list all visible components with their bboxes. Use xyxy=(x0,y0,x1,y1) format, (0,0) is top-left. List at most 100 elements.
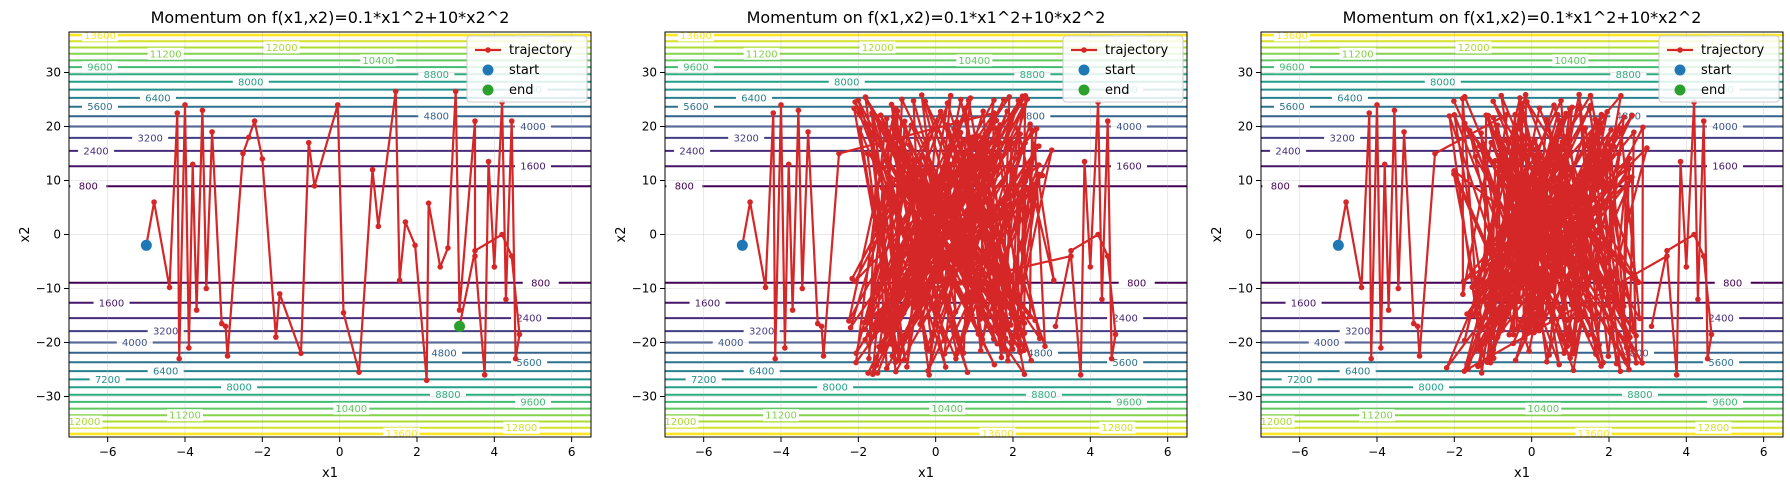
trajectory-point xyxy=(1520,155,1526,161)
trajectory-point xyxy=(926,136,932,142)
trajectory-point xyxy=(918,294,925,301)
trajectory-point xyxy=(770,110,777,116)
contour-label: 8000 xyxy=(834,77,859,88)
trajectory-point xyxy=(340,310,347,316)
x-tick-label: 4 xyxy=(1683,445,1691,459)
trajectory-point xyxy=(1051,277,1057,284)
trajectory-point xyxy=(508,118,515,124)
contour-label-bg xyxy=(1262,180,1299,193)
trajectory-point xyxy=(990,113,997,119)
trajectory-point xyxy=(965,175,972,182)
contour-label: 4000 xyxy=(718,338,743,349)
contour-label: 9600 xyxy=(1712,397,1737,408)
trajectory-point xyxy=(912,157,918,163)
contour-label-bg xyxy=(383,427,420,437)
legend: trajectory start end xyxy=(1062,35,1184,103)
trajectory-point xyxy=(1592,315,1598,322)
trajectory-point xyxy=(1625,166,1632,172)
trajectory-point xyxy=(894,275,900,282)
trajectory-point xyxy=(892,149,899,155)
trajectory-point xyxy=(1517,149,1523,155)
contour-label: 9600 xyxy=(1116,397,1141,408)
contour-label-bg xyxy=(89,373,126,386)
trajectory-point xyxy=(1513,156,1520,163)
trajectory-point xyxy=(937,108,944,115)
contour-label-bg xyxy=(1552,54,1589,67)
x-tick-label: 6 xyxy=(568,445,576,459)
trajectory-point xyxy=(1561,350,1567,356)
trajectory-point xyxy=(412,242,418,249)
trajectory-point xyxy=(1002,335,1009,342)
trajectory-point xyxy=(503,296,509,303)
y-tick-label: 30 xyxy=(642,66,657,80)
trajectory-point xyxy=(1648,323,1655,330)
trajectory-point xyxy=(1027,313,1033,320)
chart-title: Momentum on f(x1,x2)=0.1*x1^2+10*x2^2 xyxy=(1343,8,1702,27)
contour-label: 10400 xyxy=(958,56,990,67)
contour-label-bg xyxy=(515,160,551,173)
trajectory-point xyxy=(1532,323,1539,330)
contour-label-bg xyxy=(429,388,466,401)
contour-label-bg xyxy=(1339,365,1376,378)
trajectory-point xyxy=(1598,363,1604,369)
trajectory-point xyxy=(1021,330,1028,337)
trajectory-point xyxy=(151,199,157,205)
trajectory-point xyxy=(1695,296,1701,303)
trajectory-point xyxy=(747,199,753,205)
trajectory-point xyxy=(973,296,979,302)
trajectory-point xyxy=(913,304,920,311)
trajectory-point xyxy=(961,137,967,144)
trajectory-point xyxy=(934,305,940,312)
contour-label-bg xyxy=(167,409,203,422)
trajectory-point xyxy=(491,264,498,270)
trajectory-point xyxy=(892,105,898,112)
trajectory-point xyxy=(1488,139,1495,146)
x-tick-label: 0 xyxy=(1528,445,1536,459)
trajectory-point xyxy=(987,288,993,295)
contour-label-bg xyxy=(979,427,1016,437)
trajectory-point xyxy=(919,152,925,158)
contour-label-bg xyxy=(1575,427,1612,437)
trajectory-point xyxy=(1081,158,1088,165)
trajectory-point xyxy=(1563,110,1569,117)
legend: trajectory start end xyxy=(1658,35,1780,103)
trajectory-point xyxy=(1015,335,1021,341)
contour-label: 3200 xyxy=(137,133,162,144)
trajectory-point xyxy=(1068,247,1074,254)
trajectory-point xyxy=(1546,352,1552,358)
contour-label-bg xyxy=(1455,41,1492,54)
contour-label: 1600 xyxy=(1291,298,1316,309)
contour-label: 800 xyxy=(1723,278,1742,289)
trajectory-point xyxy=(772,355,778,362)
legend-trajectory-marker xyxy=(485,47,491,53)
trajectory-point xyxy=(1545,162,1551,168)
trajectory-point xyxy=(1602,146,1608,152)
trajectory-point xyxy=(1465,366,1471,372)
contour-label-bg xyxy=(147,47,184,60)
trajectory-point xyxy=(1484,294,1491,301)
trajectory-point xyxy=(906,142,913,148)
trajectory-point xyxy=(1516,298,1523,305)
legend-trajectory-marker xyxy=(1081,47,1087,53)
trajectory-point xyxy=(1587,92,1594,99)
legend-end-label: end xyxy=(1105,83,1130,98)
trajectory-point xyxy=(1565,127,1572,133)
trajectory-point xyxy=(879,348,885,355)
contour-label-bg xyxy=(1273,100,1310,113)
trajectory-point xyxy=(472,253,478,259)
trajectory-point xyxy=(1623,339,1629,345)
trajectory-point xyxy=(1488,304,1495,310)
trajectory-point xyxy=(992,125,999,131)
trajectory-point xyxy=(508,253,515,259)
trajectory-point xyxy=(1490,347,1497,353)
trajectory-point xyxy=(516,331,523,338)
trajectory-point xyxy=(947,184,953,191)
contour-label-bg xyxy=(515,395,551,408)
contour-label: 6400 xyxy=(145,93,170,104)
trajectory-point xyxy=(902,357,908,363)
trajectory-point xyxy=(957,280,964,286)
trajectory-point xyxy=(979,145,985,152)
contour-label: 11200 xyxy=(1342,49,1374,60)
legend-end-label: end xyxy=(509,83,534,98)
trajectory-point xyxy=(899,163,905,169)
